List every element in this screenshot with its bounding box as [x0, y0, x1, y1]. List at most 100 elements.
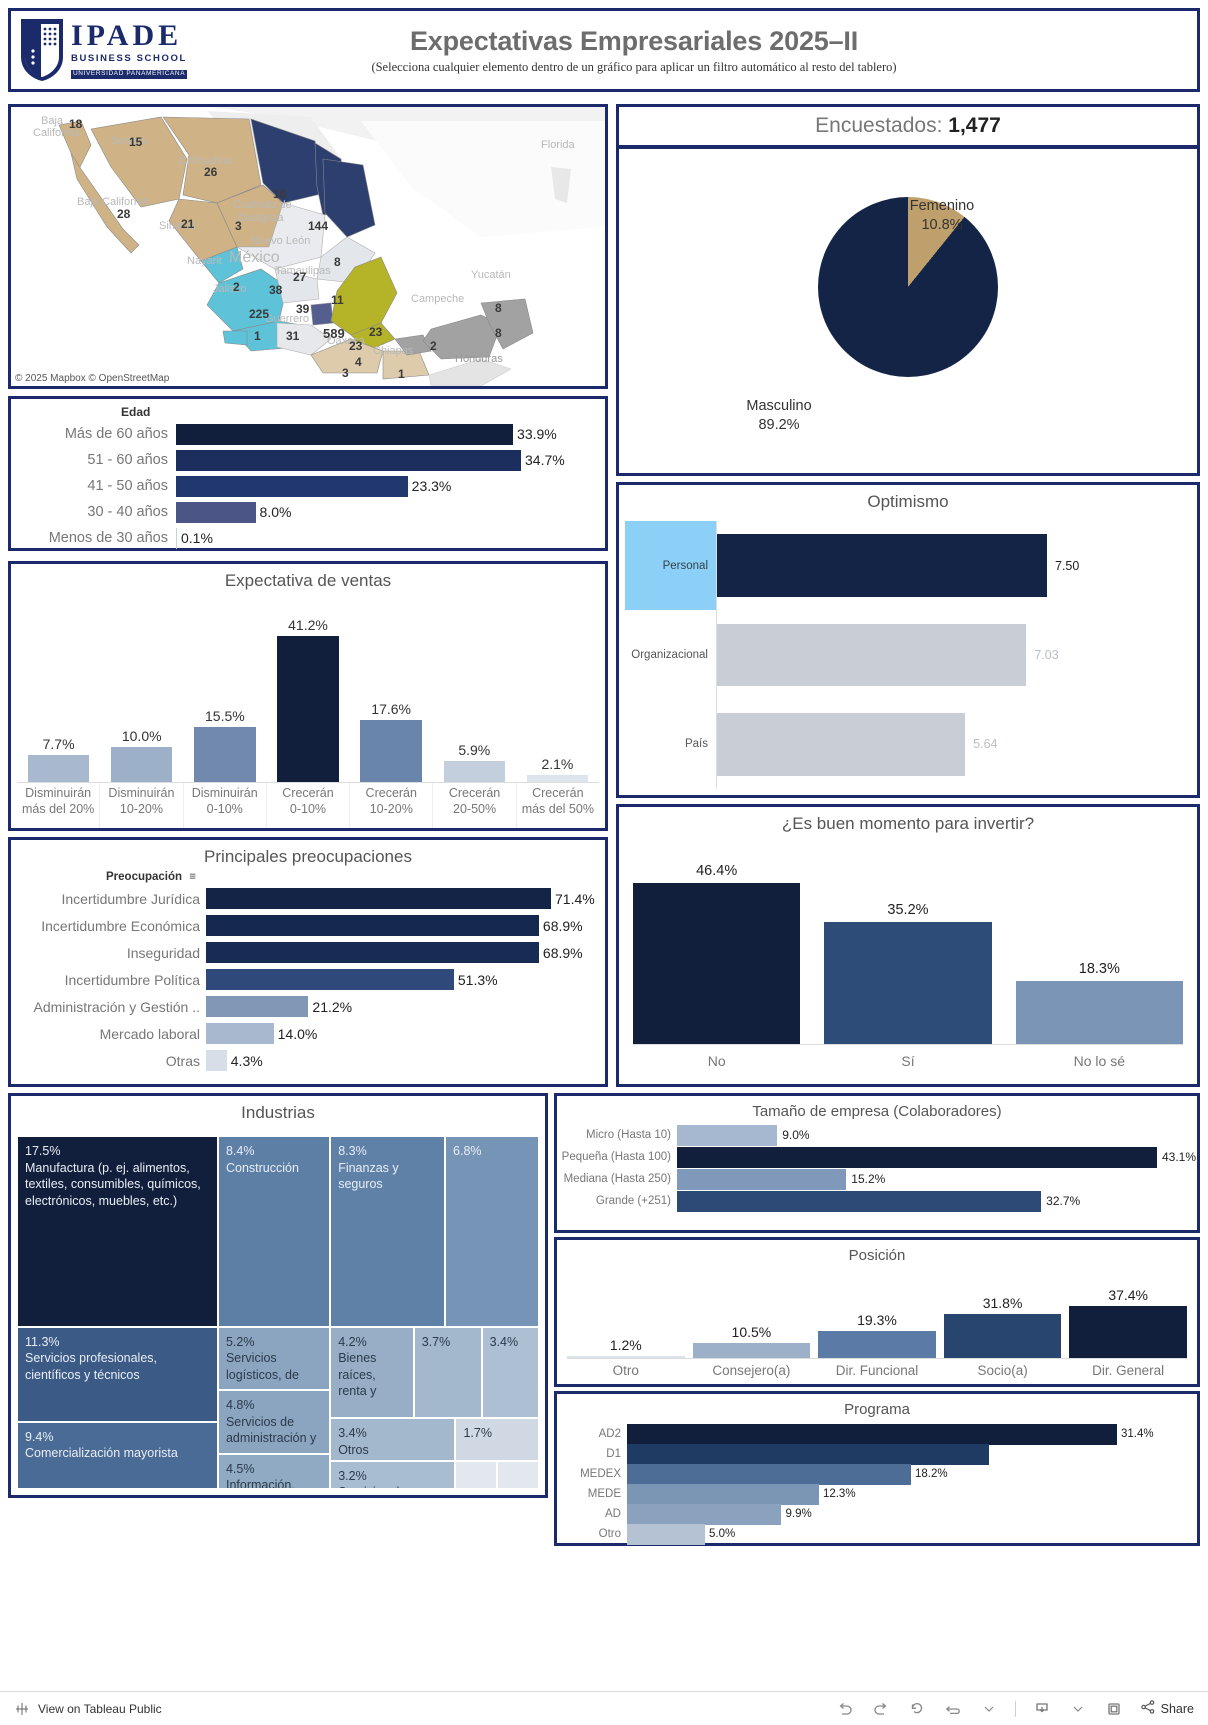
- treemap-tile[interactable]: 8.4% Construcción: [217, 1136, 331, 1327]
- optimismo-row[interactable]: País 5.64: [625, 699, 1191, 789]
- refresh-icon[interactable]: [943, 1699, 963, 1719]
- sort-icon[interactable]: ≡: [189, 871, 196, 883]
- treemap-tile[interactable]: [455, 1460, 498, 1489]
- pause-dropdown-icon[interactable]: [979, 1699, 999, 1719]
- bar[interactable]: [824, 921, 992, 1044]
- treemap-tile[interactable]: 6.8%: [445, 1136, 539, 1327]
- treemap-tile[interactable]: 5.2% Servicios logísticos, de: [217, 1326, 331, 1391]
- bar-row[interactable]: Incertidumbre Jurídica 71.4%: [11, 885, 605, 912]
- bar-column[interactable]: 1.2%: [567, 1280, 685, 1358]
- download-icon[interactable]: [1032, 1699, 1052, 1719]
- programa-panel[interactable]: Programa AD2 31.4% D1 MEDEX 18.2% MEDE 12.3% AD…: [554, 1391, 1200, 1546]
- bar[interactable]: [677, 1124, 778, 1146]
- map-panel[interactable]: Baja California Sonora Chihuahua Coahuil…: [8, 104, 608, 389]
- bar[interactable]: [206, 888, 551, 909]
- preocupaciones-axis-title[interactable]: Preocupación ≡: [11, 867, 605, 885]
- posicion-panel[interactable]: Posición 1.2% 10.5% 19.3% 31.8% 37.4% Otro Co…: [554, 1237, 1200, 1387]
- map-state-value[interactable]: 8: [334, 255, 341, 269]
- genero-pie-wrap[interactable]: [619, 197, 1197, 397]
- bar-row[interactable]: 51 - 60 años 34.7%: [11, 447, 605, 473]
- edad-panel[interactable]: Edad Más de 60 años 33.9% 51 - 60 años 34.7…: [8, 396, 608, 551]
- bar[interactable]: [206, 969, 454, 990]
- bar-column[interactable]: 37.4%: [1069, 1280, 1187, 1358]
- bar[interactable]: [943, 1313, 1062, 1358]
- preocupaciones-bar-list[interactable]: Incertidumbre Jurídica 71.4% Incertidumbre…: [11, 885, 605, 1074]
- bar[interactable]: [567, 1356, 685, 1358]
- bar-row[interactable]: Pequeña (Hasta 100) 43.1%: [557, 1146, 1197, 1168]
- bar-row[interactable]: Incertidumbre Política 51.3%: [11, 966, 605, 993]
- map-state-value[interactable]: 23: [349, 339, 363, 353]
- bar-column[interactable]: 41.2%: [266, 610, 349, 782]
- optimismo-row[interactable]: Personal 7.50: [625, 521, 1191, 611]
- bar[interactable]: [194, 727, 256, 782]
- genero-panel[interactable]: Femenino 10.8% Masculino 89.2%: [616, 146, 1200, 476]
- tamano-bar-list[interactable]: Micro (Hasta 10) 9.0% Pequeña (Hasta 100) 4…: [557, 1120, 1197, 1212]
- bar[interactable]: [717, 623, 1027, 687]
- map-state-value[interactable]: 21: [181, 217, 195, 231]
- bar[interactable]: [717, 713, 966, 776]
- map-state-value[interactable]: 4: [355, 355, 362, 369]
- bar[interactable]: [206, 915, 539, 936]
- bar[interactable]: [633, 883, 801, 1044]
- bar[interactable]: [176, 449, 521, 471]
- treemap-tile[interactable]: 8.3% Finanzas y seguros: [330, 1136, 446, 1327]
- bar-row[interactable]: 30 - 40 años 8.0%: [11, 499, 605, 525]
- tamano-panel[interactable]: Tamaño de empresa (Colaboradores) Micro …: [554, 1093, 1200, 1233]
- treemap-tile[interactable]: 3.7%: [413, 1326, 482, 1419]
- bar[interactable]: [818, 1331, 936, 1358]
- share-button[interactable]: Share: [1140, 1699, 1194, 1718]
- bar[interactable]: [677, 1168, 847, 1190]
- bar[interactable]: [176, 475, 408, 497]
- bar-row[interactable]: Otras 4.3%: [11, 1047, 605, 1074]
- map-state-value[interactable]: 3: [342, 366, 349, 380]
- bar-row[interactable]: Mercado laboral 14.0%: [11, 1020, 605, 1047]
- bar-column[interactable]: 17.6%: [350, 610, 433, 782]
- optimismo-category-label[interactable]: Personal: [625, 521, 717, 611]
- map-state-value[interactable]: 8: [495, 301, 502, 315]
- preocupaciones-panel[interactable]: Principales preocupaciones Preocupación …: [8, 837, 608, 1087]
- bar[interactable]: [277, 636, 339, 782]
- bar[interactable]: [627, 1483, 819, 1505]
- bar[interactable]: [677, 1146, 1157, 1168]
- invertir-bar-group[interactable]: 46.4% 35.2% 18.3%: [633, 857, 1183, 1044]
- treemap-tile[interactable]: 17.5% Manufactura (p. ej. alimentos, text…: [17, 1136, 218, 1327]
- programa-bar-list[interactable]: AD2 31.4% D1 MEDEX 18.2% MEDE 12.3% AD 9.9% Otro 5…: [557, 1418, 1197, 1545]
- undo-icon[interactable]: [835, 1699, 855, 1719]
- bar[interactable]: [627, 1423, 1117, 1445]
- redo-icon[interactable]: [871, 1699, 891, 1719]
- map-state-value[interactable]: 1: [254, 329, 261, 343]
- treemap-tile[interactable]: 11.3% Servicios profesionales, científico…: [17, 1326, 218, 1422]
- tableau-toolbar[interactable]: View on Tableau Public: [0, 1691, 1208, 1725]
- bar[interactable]: [206, 942, 539, 963]
- bar-column[interactable]: 46.4%: [633, 857, 801, 1044]
- bar-row[interactable]: Inseguridad 68.9%: [11, 939, 605, 966]
- bar-column[interactable]: 5.9%: [433, 610, 516, 782]
- genero-pie-chart[interactable]: [818, 197, 998, 377]
- treemap-tile[interactable]: 3.4% Otros: [330, 1418, 456, 1461]
- mexico-choropleth-map[interactable]: Baja California Sonora Chihuahua Coahuil…: [11, 107, 605, 386]
- industrias-treemap[interactable]: 17.5% Manufactura (p. ej. alimentos, text…: [17, 1136, 539, 1489]
- bar-column[interactable]: 10.5%: [692, 1280, 811, 1358]
- bar-column[interactable]: 7.7%: [17, 610, 100, 782]
- optimismo-category-label[interactable]: País: [625, 699, 717, 789]
- optimismo-category-label[interactable]: Organizacional: [625, 610, 717, 700]
- bar-column[interactable]: 10.0%: [100, 610, 183, 782]
- bar-row[interactable]: AD 9.9%: [557, 1503, 1197, 1525]
- bar-column[interactable]: 2.1%: [516, 610, 599, 782]
- bar-row[interactable]: Incertidumbre Económica 68.9%: [11, 912, 605, 939]
- bar-row[interactable]: Micro (Hasta 10) 9.0%: [557, 1124, 1197, 1146]
- industrias-panel[interactable]: Industrias 17.5% Manufactura (p. ej. alim…: [8, 1093, 548, 1498]
- bar[interactable]: [627, 1523, 706, 1545]
- bar[interactable]: [27, 754, 90, 782]
- invertir-panel[interactable]: ¿Es buen momento para invertir? 46.4% 35.…: [616, 804, 1200, 1087]
- bar[interactable]: [206, 1050, 227, 1071]
- map-state-value[interactable]: 38: [269, 283, 283, 297]
- bar-row[interactable]: Más de 60 años 33.9%: [11, 421, 605, 447]
- ventas-panel[interactable]: Expectativa de ventas 7.7% 10.0% 15.5% 41.2…: [8, 561, 608, 831]
- map-state-value[interactable]: 15: [129, 135, 143, 149]
- map-state-value[interactable]: 2: [233, 280, 240, 294]
- bar[interactable]: [176, 527, 177, 549]
- treemap-tile[interactable]: 3.4%: [481, 1326, 539, 1419]
- bar[interactable]: [526, 774, 589, 782]
- bar[interactable]: [627, 1503, 782, 1525]
